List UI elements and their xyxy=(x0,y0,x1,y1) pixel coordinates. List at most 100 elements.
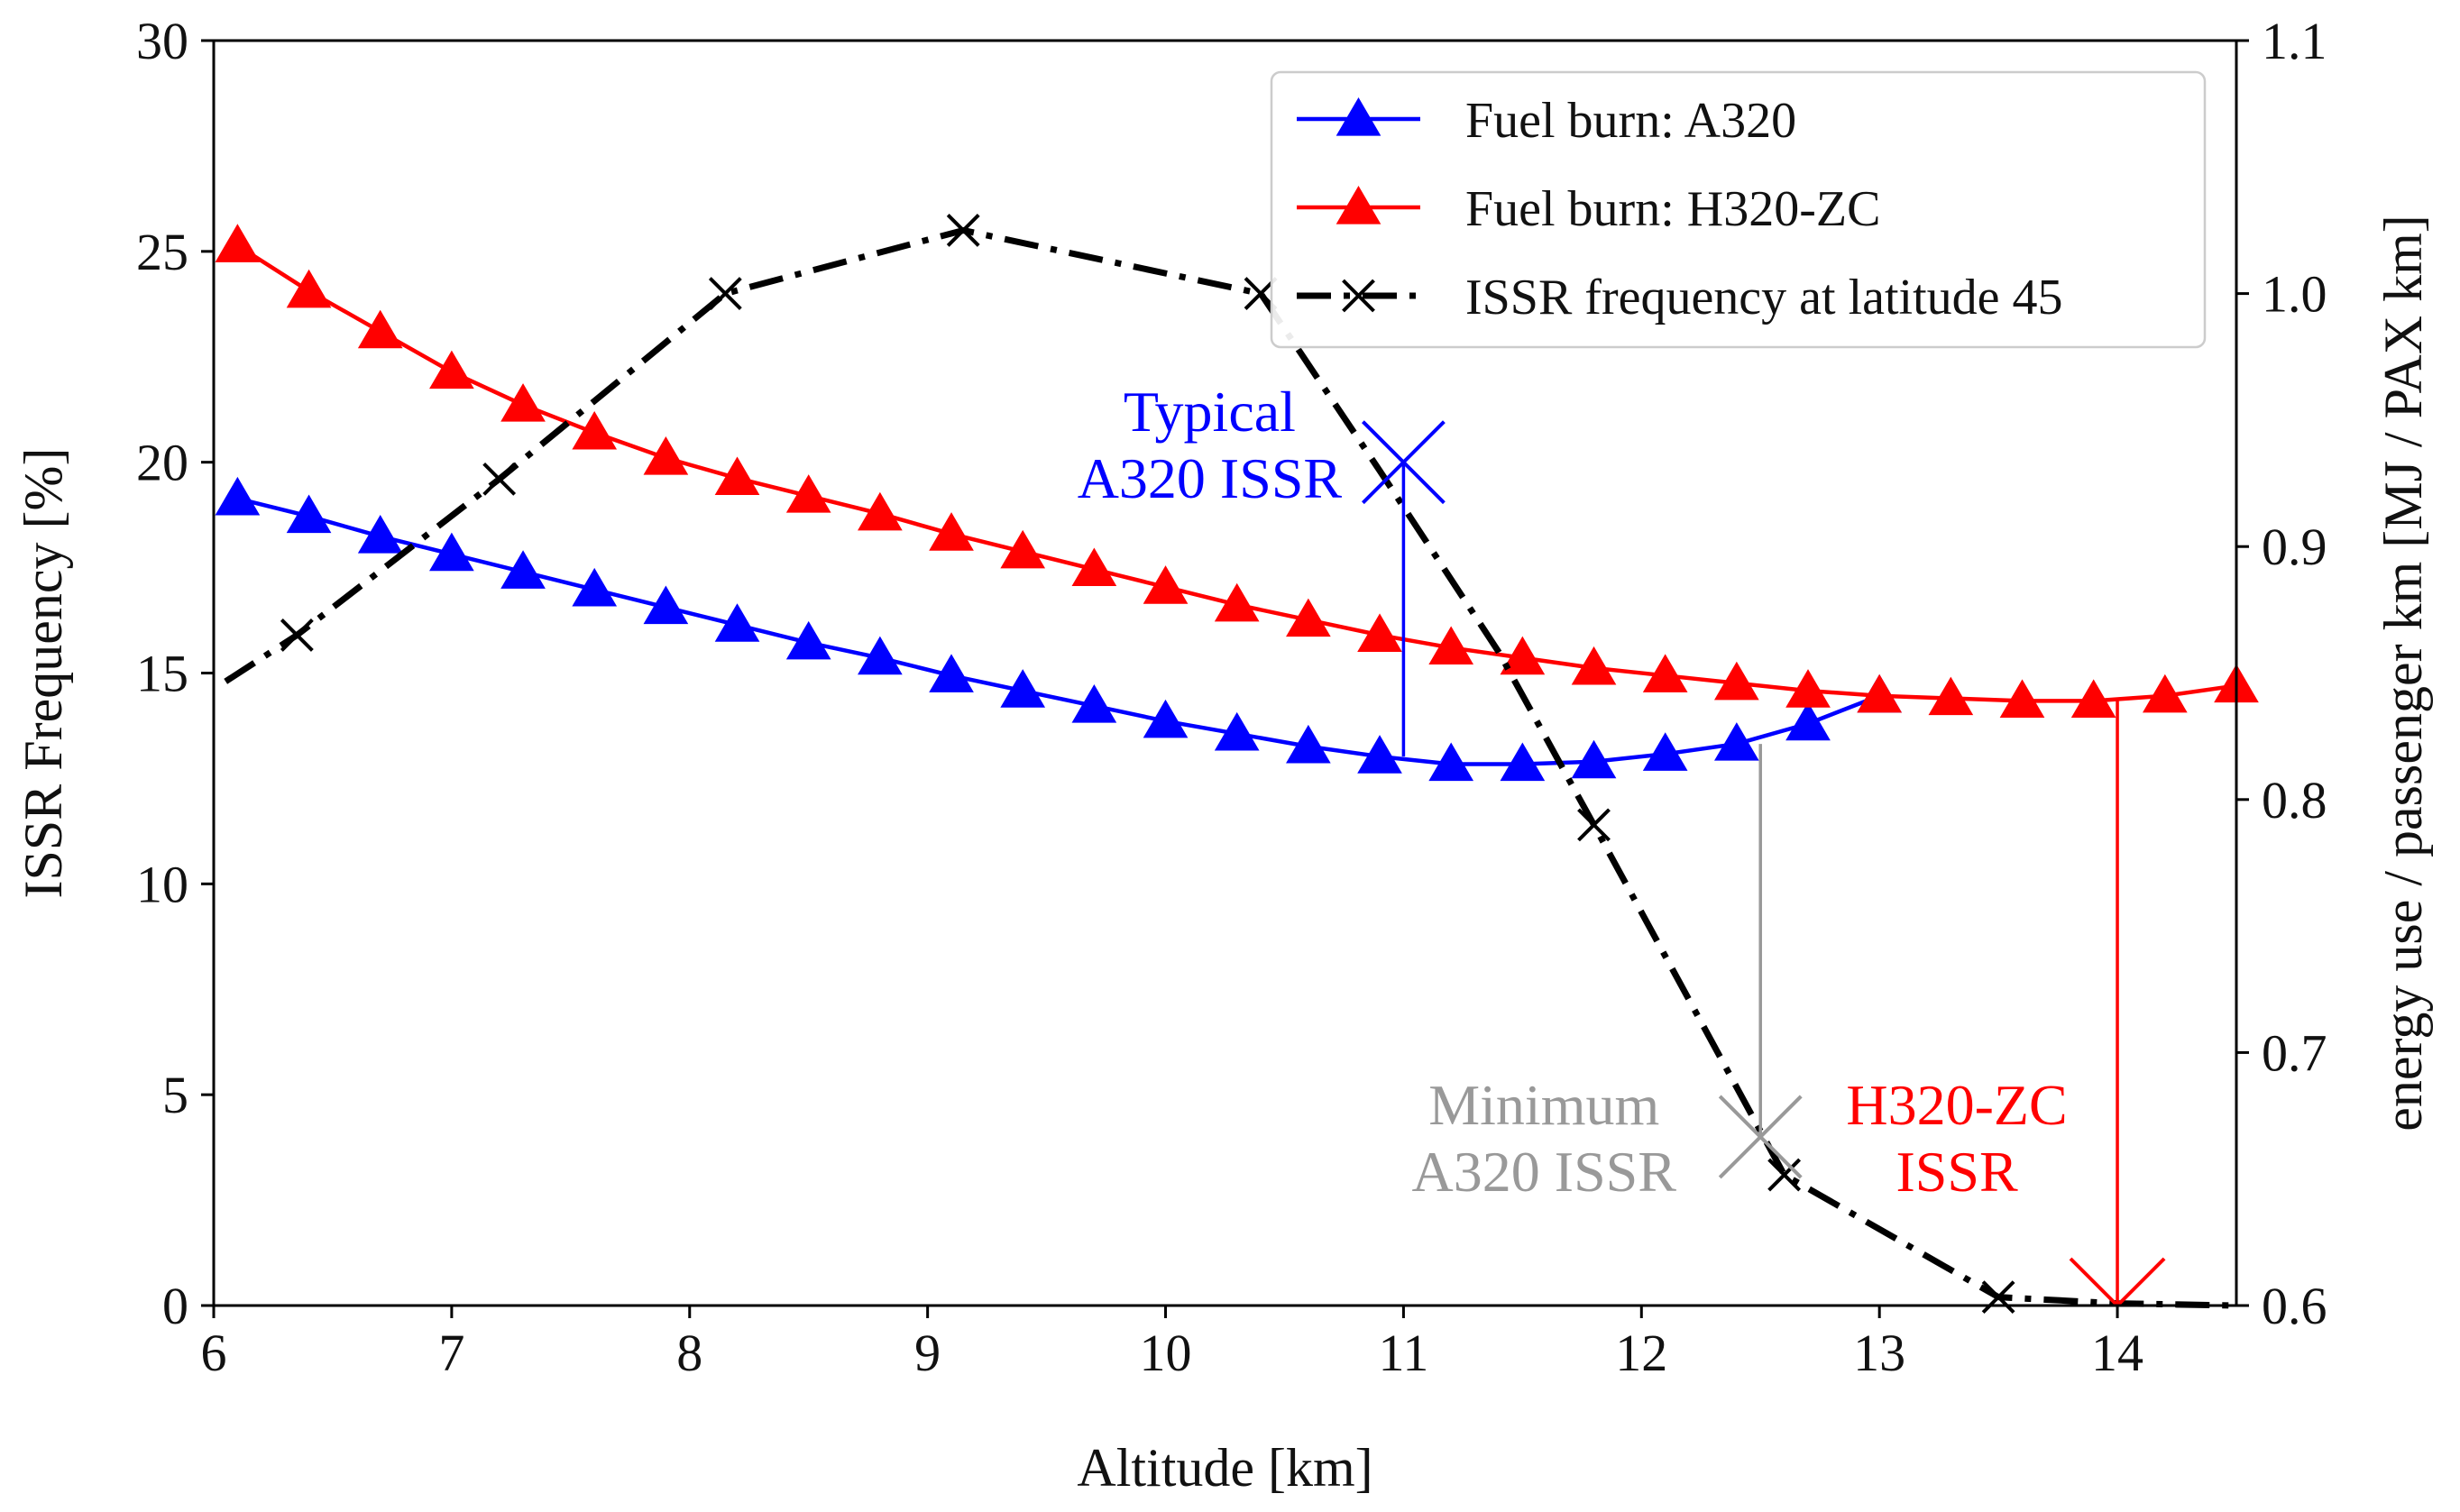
annotation-2-label-line-1: A320 ISSR xyxy=(1412,1140,1677,1204)
series-2-marker-16 xyxy=(1357,613,1402,653)
series-3-marker-1-stroke-b xyxy=(280,618,314,652)
series-1-marker-22 xyxy=(1785,701,1831,741)
series-1-marker-0 xyxy=(215,476,261,516)
y-right-tick-label-0.7: 0.7 xyxy=(2262,1023,2327,1082)
legend-label-1: Fuel burn: A320 xyxy=(1465,93,1796,149)
series-3-marker-9-stroke-b xyxy=(1767,1158,1802,1192)
y-left-tick-label-0: 0 xyxy=(162,1277,188,1335)
x-axis-title: Altitude [km] xyxy=(1077,1438,1372,1498)
y-right-tick-label-1.1: 1.1 xyxy=(2262,12,2327,70)
plot-area xyxy=(215,214,2259,1315)
series-2-marker-8 xyxy=(785,474,831,513)
series-1-marker-10 xyxy=(929,654,974,692)
legend-marker-3-stroke-b xyxy=(1342,279,1375,313)
series-3-marker-3 xyxy=(708,277,742,311)
legend-marker-2 xyxy=(1336,186,1381,225)
annotation-3-arrowhead xyxy=(2069,1257,2166,1307)
annotation-2-endpoint-x-stroke-b xyxy=(1718,1095,1803,1179)
series-2-marker-4 xyxy=(500,383,546,422)
series-2-marker-14 xyxy=(1214,582,1260,622)
series-3-marker-10 xyxy=(1981,1280,2015,1315)
series-1-marker-13 xyxy=(1143,699,1189,738)
series-2-marker-26 xyxy=(2070,679,2116,718)
series-2-marker-0 xyxy=(215,224,261,262)
annotation-2-label-line-0: Minimum xyxy=(1428,1073,1659,1137)
annotation-3-label-line-1: ISSR xyxy=(1895,1140,2018,1204)
annotation-1-endpoint-x xyxy=(1361,420,1446,505)
annotation-2-endpoint-x xyxy=(1718,1095,1803,1179)
series-2-marker-2 xyxy=(357,309,403,349)
series-2-marker-3 xyxy=(429,350,474,389)
series-2-marker-6 xyxy=(643,436,689,475)
series-2-marker-13 xyxy=(1143,565,1189,604)
x-tick-label-13: 13 xyxy=(1853,1324,1905,1382)
series-3-marker-3-stroke-b xyxy=(708,277,742,311)
y-right-tick-label-1.0: 1.0 xyxy=(2262,265,2327,324)
series-1-marker-18 xyxy=(1500,742,1546,782)
series-1-marker-1 xyxy=(286,494,332,534)
y-left-tick-label-10: 10 xyxy=(136,855,188,913)
legend-box xyxy=(1270,70,2207,349)
series-1-marker-4 xyxy=(500,550,546,589)
y-right-axis-title: energy use / passenger km [MJ / PAX km] xyxy=(2373,215,2433,1132)
series-2-marker-18 xyxy=(1500,636,1546,675)
annotation-1-endpoint-x-stroke-b xyxy=(1361,420,1446,505)
series-3-marker-1 xyxy=(280,618,314,652)
series-2-marker-15 xyxy=(1286,598,1331,637)
series-1-marker-20 xyxy=(1642,732,1688,771)
legend-label-2: Fuel burn: H320-ZC xyxy=(1465,181,1880,237)
series-1-marker-17 xyxy=(1428,742,1474,782)
y-right-tick-label-0.6: 0.6 xyxy=(2262,1277,2327,1335)
series-1-line xyxy=(236,496,1880,766)
y-left-tick-label-20: 20 xyxy=(136,434,188,492)
annotation-1-label-line-1: A320 ISSR xyxy=(1078,446,1343,510)
series-1-marker-14 xyxy=(1214,711,1260,751)
y-left-tick-label-5: 5 xyxy=(162,1066,188,1124)
series-2-marker-12 xyxy=(1071,547,1117,587)
annotation-3-label-line-0: H320-ZC xyxy=(1846,1073,2067,1137)
x-tick-label-10: 10 xyxy=(1140,1324,1192,1382)
series-2-marker-10 xyxy=(929,512,974,551)
series-3-marker-10-stroke-b xyxy=(1981,1280,2015,1315)
legend-label-3: ISSR frequency at latitude 45 xyxy=(1465,270,2063,325)
series-2-marker-7 xyxy=(714,456,760,496)
series-1-marker-21 xyxy=(1714,722,1759,761)
series-1-marker-7 xyxy=(714,603,760,642)
series-1-marker-9 xyxy=(858,636,903,675)
x-tick-label-6: 6 xyxy=(201,1324,227,1382)
series-3-marker-2 xyxy=(482,462,517,496)
annotation-1-label: Typical A320 ISSR xyxy=(1078,380,1343,510)
series-2-marker-17 xyxy=(1428,626,1474,665)
series-2-marker-24 xyxy=(1928,676,1974,716)
series-1-marker-15 xyxy=(1286,724,1331,764)
series-2-marker-11 xyxy=(1000,529,1046,569)
series-3-marker-8 xyxy=(1577,808,1611,842)
series-1-marker-19 xyxy=(1571,739,1617,779)
annotation-3-label: H320-ZC ISSR xyxy=(1846,1073,2067,1204)
x-tick-label-8: 8 xyxy=(676,1324,702,1382)
annotation-1-label-line-0: Typical xyxy=(1124,380,1296,444)
legend-marker-1 xyxy=(1336,97,1381,136)
annotation-3-arrowhead-left xyxy=(2069,1257,2119,1307)
series-1-marker-6 xyxy=(643,585,689,625)
x-tick-label-14: 14 xyxy=(2091,1324,2143,1382)
x-tick-label-9: 9 xyxy=(914,1324,941,1382)
y-left-tick-label-30: 30 xyxy=(136,12,188,70)
y-right-tick-label-0.8: 0.8 xyxy=(2262,771,2327,829)
series-2-marker-23 xyxy=(1857,674,1903,713)
axes: 6 7 8 9 10 11 12 13 14 0 5 10 15 20 25 30 0.6 0.7 0.8 0.9 1.… xyxy=(14,12,2433,1498)
annotation-2-label: Minimum A320 ISSR xyxy=(1412,1073,1677,1204)
series-3-marker-9 xyxy=(1767,1158,1802,1192)
series-3-marker-2-stroke-b xyxy=(482,462,517,496)
x-tick-label-11: 11 xyxy=(1378,1324,1428,1382)
series-2-marker-9 xyxy=(858,491,903,531)
series-1-marker-16 xyxy=(1357,735,1402,774)
series-3-marker-4-stroke-b xyxy=(946,214,980,247)
series-2-marker-19 xyxy=(1571,646,1617,685)
y-left-axis-title: ISSR Frequency [%] xyxy=(14,448,73,899)
series-2-marker-21 xyxy=(1714,661,1759,701)
annotation-3-arrowhead-right xyxy=(2116,1257,2166,1307)
legend: Fuel burn: A320 Fuel burn: H320-ZC ISSR fr… xyxy=(1270,70,2207,349)
